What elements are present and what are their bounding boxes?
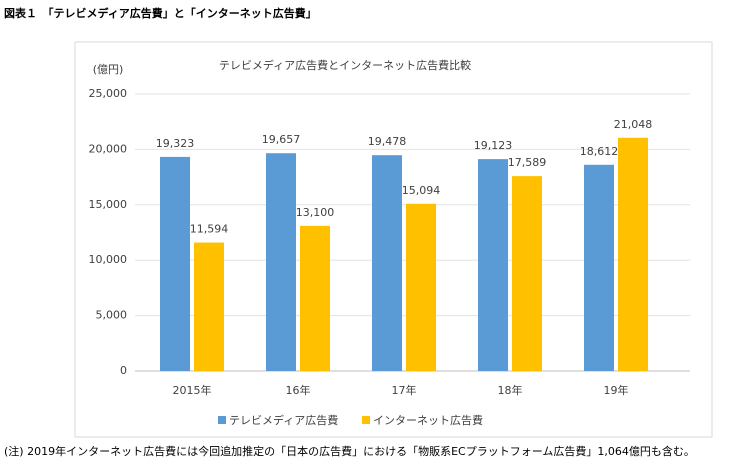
value-label: 19,323 — [156, 137, 195, 150]
value-label: 21,048 — [614, 118, 653, 131]
bar — [406, 203, 436, 371]
bar — [266, 153, 296, 371]
value-label: 19,123 — [474, 139, 513, 152]
value-label: 13,100 — [296, 206, 335, 219]
y-tick-label: 15,000 — [89, 198, 128, 211]
y-tick-label: 25,000 — [89, 87, 128, 100]
value-label: 19,657 — [262, 133, 301, 146]
x-tick-label: 17年 — [392, 383, 417, 397]
y-tick-label: 10,000 — [89, 253, 128, 266]
y-unit: (億円) — [93, 63, 124, 76]
bar — [618, 137, 648, 371]
y-tick-label: 20,000 — [89, 142, 128, 155]
value-label: 17,589 — [508, 156, 547, 169]
value-label: 15,094 — [402, 184, 441, 197]
page-title: 図表１ 「テレビメディア広告費」と「インターネット広告費」 — [4, 6, 317, 20]
bar — [300, 225, 330, 371]
value-label: 18,612 — [580, 145, 619, 158]
x-tick-label: 16年 — [286, 383, 311, 397]
y-tick-label: 0 — [120, 364, 127, 377]
bar — [194, 242, 224, 371]
x-tick-label: 18年 — [498, 383, 523, 397]
value-label: 11,594 — [190, 223, 229, 236]
legend-label: テレビメディア広告費 — [229, 413, 338, 427]
legend-label: インターネット広告費 — [373, 413, 483, 427]
bar — [160, 156, 190, 371]
bar — [478, 159, 508, 371]
legend-swatch — [362, 416, 370, 424]
legend-swatch — [218, 416, 226, 424]
chart-frame — [74, 41, 713, 438]
chart-title: テレビメディア広告費とインターネット広告費比較 — [219, 58, 471, 72]
x-tick-label: 2015年 — [173, 383, 212, 397]
bar — [372, 155, 402, 371]
value-label: 19,478 — [368, 135, 407, 148]
footnote: (注) 2019年インターネット広告費には今回追加推定の「日本の広告費」における… — [4, 444, 695, 458]
y-tick-label: 5,000 — [96, 309, 128, 322]
x-tick-label: 19年 — [604, 383, 629, 397]
bar — [512, 176, 542, 371]
bar — [584, 164, 614, 371]
